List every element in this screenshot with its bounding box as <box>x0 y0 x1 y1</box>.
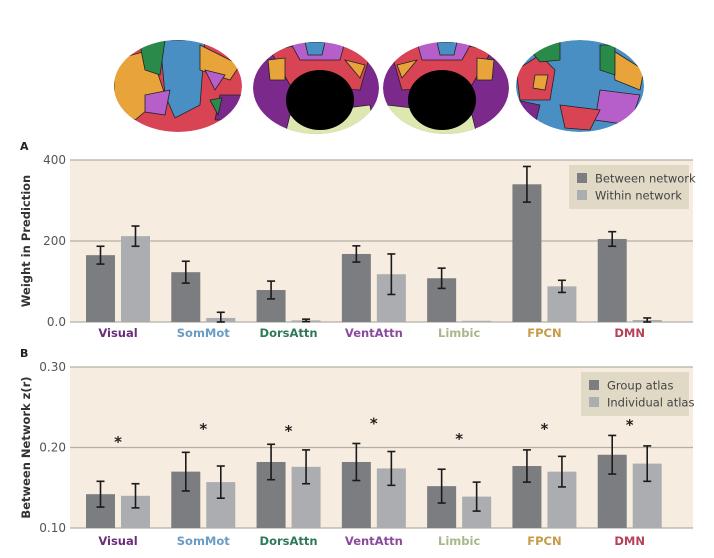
legend-box <box>581 372 689 416</box>
significance-asterisk: * <box>370 415 378 433</box>
x-category-label: VentAttn <box>345 534 403 548</box>
legend-box <box>569 165 689 209</box>
legend-swatch <box>577 190 587 200</box>
x-category-label: Visual <box>98 326 137 340</box>
x-category-label: SomMot <box>177 534 231 548</box>
chart-panel-a: 0.0 200 400 Weight in Prediction A Visual SomM… <box>19 140 696 340</box>
significance-asterisk: * <box>540 420 548 438</box>
panel-label: A <box>20 140 29 153</box>
y-tick-label: 200 <box>43 234 66 248</box>
bar-between-network <box>86 255 115 322</box>
bar-between-network <box>597 238 627 322</box>
x-category-label: DMN <box>614 326 645 340</box>
brain-surface-views <box>114 40 644 134</box>
significance-asterisk: * <box>285 422 293 440</box>
x-category-label: DorsAttn <box>260 534 318 548</box>
y-axis-label: Weight in Prediction <box>19 175 33 308</box>
y-tick-label: 400 <box>43 153 66 167</box>
x-category-label: DorsAttn <box>260 326 318 340</box>
legend-swatch <box>589 397 599 407</box>
bar-between-network <box>512 184 542 322</box>
significance-asterisk: * <box>199 420 207 438</box>
x-category-label: FPCN <box>527 534 561 548</box>
y-tick-label: 0.30 <box>39 360 66 374</box>
y-tick-label: 0.10 <box>39 521 66 535</box>
y-tick-label: 0.0 <box>47 315 66 329</box>
legend-label: Group atlas <box>607 379 673 393</box>
legend-label: Individual atlas <box>607 396 694 410</box>
y-tick-label: 0.20 <box>39 441 66 455</box>
legend-label: Within network <box>595 189 682 203</box>
brain-left-medial <box>253 42 379 134</box>
significance-asterisk: * <box>455 430 463 448</box>
brain-right-lateral <box>516 40 644 132</box>
brain-right-medial <box>383 42 509 134</box>
legend-label: Between network <box>595 172 696 186</box>
x-category-label: Visual <box>98 534 137 548</box>
panel-label: B <box>20 347 28 360</box>
x-category-label: Limbic <box>438 326 480 340</box>
brain-left-lateral <box>114 40 242 132</box>
chart-panel-b: 0.10 0.20 0.30 Between Network z(r) B Visual *… <box>19 347 694 548</box>
significance-asterisk: * <box>626 416 634 434</box>
legend-swatch <box>589 380 599 390</box>
bar-between-network <box>341 253 371 322</box>
x-category-label: FPCN <box>527 326 561 340</box>
x-category-label: Limbic <box>438 534 480 548</box>
bar-within-network <box>462 320 492 322</box>
y-axis-label: Between Network z(r) <box>19 376 33 518</box>
x-category-label: DMN <box>614 534 645 548</box>
legend-swatch <box>577 173 587 183</box>
x-category-label: SomMot <box>177 326 231 340</box>
x-category-label: VentAttn <box>345 326 403 340</box>
bar-within-network <box>121 236 150 322</box>
significance-asterisk: * <box>114 433 122 451</box>
